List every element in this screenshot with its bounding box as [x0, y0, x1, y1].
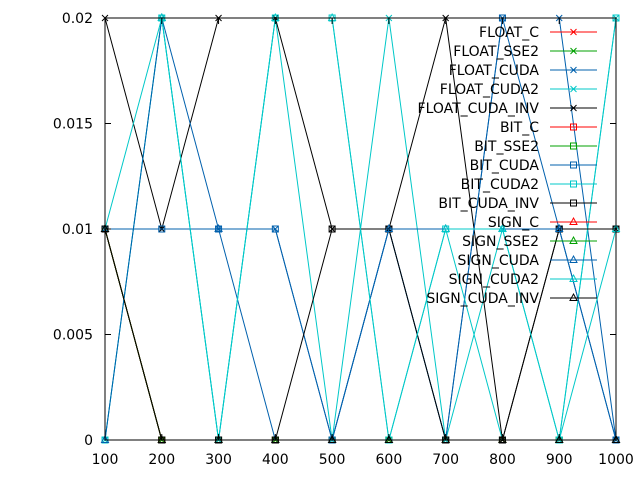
x-tick-label: 500	[319, 452, 346, 468]
data-point	[498, 223, 507, 232]
legend-entry: SIGN_CUDA_INV	[426, 291, 597, 307]
x-tick-label: 200	[148, 452, 175, 468]
data-point	[441, 223, 451, 232]
y-tick-label: 0	[84, 433, 93, 449]
legend-label: BIT_SSE2	[474, 139, 539, 155]
axis-labels: 100 200 300 400 500 600 700 800 900 1000 0 0.005 0.0…	[53, 11, 634, 468]
x-tick-label: 300	[205, 452, 232, 468]
legend-entry: SIGN_SSE2	[462, 234, 597, 250]
data-point	[214, 223, 223, 232]
legend-marker	[570, 85, 577, 93]
legend-entry: BIT_C	[500, 120, 597, 136]
legend-marker	[570, 142, 577, 150]
legend-entry: FLOAT_CUDA_INV	[418, 101, 597, 117]
data-point	[554, 434, 564, 443]
legend-entry: SIGN_C	[488, 215, 597, 231]
data-point	[498, 434, 507, 443]
x-tick-label: 400	[262, 452, 289, 468]
y-tick-label: 0.01	[62, 222, 93, 238]
legend-label: SIGN_CUDA2	[449, 272, 539, 288]
legend-entry: BIT_CUDA2	[461, 177, 597, 193]
legend-label: BIT_CUDA	[470, 158, 540, 174]
plot-series	[100, 12, 621, 444]
series-line	[104, 17, 617, 441]
data-point	[157, 434, 167, 443]
x-tick-label: 1000	[598, 452, 634, 468]
legend-marker	[570, 47, 577, 55]
legend-marker	[570, 28, 577, 36]
legend-label: FLOAT_CUDA	[449, 63, 540, 79]
legend-label: FLOAT_SSE2	[453, 44, 539, 60]
data-point	[327, 434, 337, 443]
legend-marker	[569, 216, 578, 225]
series-sign-cuda2	[100, 12, 621, 443]
legend-entry: SIGN_CUDA	[458, 253, 597, 269]
legend-marker	[570, 199, 577, 207]
y-tick-label: 0.02	[62, 11, 93, 27]
legend-entry: FLOAT_CUDA2	[440, 82, 597, 98]
legend-marker	[570, 123, 577, 131]
legend-entry: FLOAT_SSE2	[453, 44, 597, 60]
legend-marker	[569, 273, 578, 282]
legend-entry: BIT_CUDA_INV	[438, 196, 597, 212]
legend: FLOAT_C FLOAT_SSE2 FLOAT_CUDA FLOAT_CUDA2 FL…	[418, 25, 597, 307]
legend-marker	[569, 254, 578, 263]
x-tick-label: 800	[489, 452, 516, 468]
axis-ticks	[104, 17, 617, 441]
data-point	[554, 223, 564, 232]
legend-label: SIGN_CUDA	[458, 253, 540, 269]
legend-label: BIT_C	[500, 120, 539, 136]
legend-entry: BIT_CUDA	[470, 158, 597, 174]
legend-label: FLOAT_CUDA2	[440, 82, 539, 98]
data-point	[384, 434, 394, 443]
legend-label: FLOAT_C	[479, 25, 539, 41]
data-point	[441, 434, 451, 443]
x-tick-label: 600	[376, 452, 403, 468]
x-tick-label: 900	[546, 452, 573, 468]
y-tick-label: 0.015	[53, 117, 93, 133]
legend-entry: SIGN_CUDA2	[449, 272, 597, 288]
legend-entry: BIT_SSE2	[474, 139, 597, 155]
legend-label: SIGN_CUDA_INV	[426, 291, 539, 307]
legend-marker	[569, 235, 578, 244]
legend-marker	[569, 292, 578, 301]
legend-entry: FLOAT_C	[479, 25, 597, 41]
data-point	[100, 434, 110, 443]
legend-label: BIT_CUDA_INV	[438, 196, 539, 212]
series-line	[104, 17, 617, 442]
legend-marker	[570, 104, 577, 112]
data-point	[611, 434, 621, 443]
x-tick-label: 100	[92, 452, 119, 468]
y-tick-label: 0.005	[53, 328, 93, 344]
legend-label: FLOAT_CUDA_INV	[418, 101, 540, 117]
legend-entry: FLOAT_CUDA	[449, 63, 597, 79]
legend-label: SIGN_C	[488, 215, 539, 231]
data-point	[328, 225, 336, 233]
legend-marker	[570, 66, 577, 74]
legend-label: BIT_CUDA2	[461, 177, 539, 193]
data-point	[214, 434, 223, 443]
data-point	[271, 225, 279, 233]
data-point	[270, 434, 280, 443]
data-point	[158, 225, 166, 233]
x-tick-label: 700	[432, 452, 459, 468]
legend-marker	[570, 161, 577, 169]
legend-marker	[570, 180, 577, 188]
legend-label: SIGN_SSE2	[462, 234, 539, 250]
data-point	[384, 223, 394, 232]
